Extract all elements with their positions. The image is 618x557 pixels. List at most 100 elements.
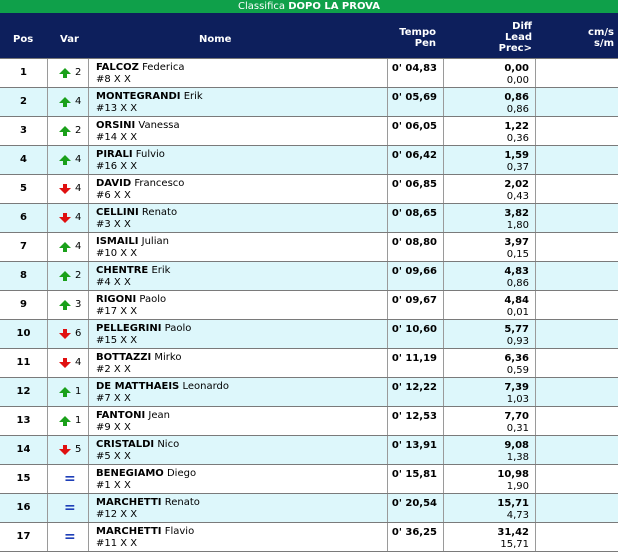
athlete-name: DAVID Francesco bbox=[96, 178, 184, 189]
time-cell: 0' 06,05 bbox=[388, 117, 444, 145]
time-value: 0' 09,66 bbox=[391, 266, 437, 277]
pos-cell: 4 bbox=[0, 146, 48, 174]
speed-cell bbox=[536, 407, 618, 435]
athlete-name: MARCHETTI Flavio bbox=[96, 526, 194, 537]
var-value: 6 bbox=[75, 328, 82, 339]
diff-lead: 1,59 bbox=[504, 150, 529, 161]
surname: DE MATTHAEIS bbox=[96, 381, 180, 392]
athlete-name: BOTTAZZI Mirko bbox=[96, 352, 181, 363]
diff-prev: 4,73 bbox=[506, 510, 529, 521]
diff-prev: 1,38 bbox=[506, 452, 529, 463]
arrow-up-icon bbox=[59, 126, 71, 136]
diff-prev: 0,86 bbox=[506, 104, 529, 115]
var-value: 1 bbox=[75, 415, 82, 426]
table-row: 8 2 CHENTRE Erik #4 X X 0' 09,66 4,83 0,86 bbox=[0, 262, 618, 291]
speed-cell bbox=[536, 233, 618, 261]
time-value: 0' 10,60 bbox=[391, 324, 437, 335]
var-cell: 1 bbox=[48, 378, 89, 406]
athlete-name: ISMAILI Julian bbox=[96, 236, 169, 247]
table-row: 16 = MARCHETTI Renato #12 X X 0' 20,54 15,71 4… bbox=[0, 494, 618, 523]
var-cell: 4 bbox=[48, 146, 89, 174]
time-value: 0' 08,80 bbox=[391, 237, 437, 248]
table-row: 15 = BENEGIAMO Diego #1 X X 0' 15,81 10,98 1,9… bbox=[0, 465, 618, 494]
firstname: Renato bbox=[141, 207, 178, 218]
time-cell: 0' 10,60 bbox=[388, 320, 444, 348]
pos-cell: 1 bbox=[0, 59, 48, 87]
var-value: 4 bbox=[75, 154, 82, 165]
name-cell: RIGONI Paolo #17 X X bbox=[89, 291, 388, 319]
bib-number: #17 X X bbox=[96, 306, 138, 317]
surname: ORSINI bbox=[96, 120, 136, 131]
surname: BENEGIAMO bbox=[96, 468, 164, 479]
header-tempo-line2: Pen bbox=[414, 38, 436, 49]
diff-cell: 2,02 0,43 bbox=[444, 175, 536, 203]
diff-cell: 5,77 0,93 bbox=[444, 320, 536, 348]
name-cell: FANTONI Jean #9 X X bbox=[89, 407, 388, 435]
athlete-name: DE MATTHAEIS Leonardo bbox=[96, 381, 229, 392]
surname: RIGONI bbox=[96, 294, 137, 305]
bib-number: #5 X X bbox=[96, 451, 131, 462]
name-cell: PELLEGRINI Paolo #15 X X bbox=[89, 320, 388, 348]
var-cell: 1 bbox=[48, 407, 89, 435]
time-value: 0' 05,69 bbox=[391, 92, 437, 103]
diff-cell: 0,86 0,86 bbox=[444, 88, 536, 116]
var-value: 3 bbox=[75, 299, 82, 310]
time-value: 0' 20,54 bbox=[391, 498, 437, 509]
var-cell: 2 bbox=[48, 262, 89, 290]
time-cell: 0' 36,25 bbox=[388, 523, 444, 551]
var-cell: = bbox=[48, 465, 89, 493]
arrow-down-icon bbox=[59, 358, 71, 368]
surname: PIRALI bbox=[96, 149, 133, 160]
speed-cell bbox=[536, 204, 618, 232]
title-prefix: Classifica bbox=[238, 1, 289, 12]
var-cell: 4 bbox=[48, 349, 89, 377]
var-cell: = bbox=[48, 523, 89, 551]
time-value: 0' 08,65 bbox=[391, 208, 437, 219]
table-header: Pos Var Nome Tempo Pen Diff Lead Prec> c… bbox=[0, 13, 618, 59]
var-cell: 4 bbox=[48, 204, 89, 232]
table-row: 3 2 ORSINI Vanessa #14 X X 0' 06,05 1,22 0,36 bbox=[0, 117, 618, 146]
time-cell: 0' 05,69 bbox=[388, 88, 444, 116]
athlete-name: MONTEGRANDI Erik bbox=[96, 91, 203, 102]
title-main: DOPO LA PROVA bbox=[288, 1, 380, 12]
diff-lead: 1,22 bbox=[504, 121, 529, 132]
arrow-up-icon bbox=[59, 155, 71, 165]
time-cell: 0' 08,80 bbox=[388, 233, 444, 261]
arrow-down-icon bbox=[59, 184, 71, 194]
table-row: 10 6 PELLEGRINI Paolo #15 X X 0' 10,60 5,77 0,… bbox=[0, 320, 618, 349]
diff-lead: 9,08 bbox=[504, 440, 529, 451]
bib-number: #9 X X bbox=[96, 422, 131, 433]
time-cell: 0' 15,81 bbox=[388, 465, 444, 493]
surname: MARCHETTI bbox=[96, 526, 162, 537]
bib-number: #8 X X bbox=[96, 74, 131, 85]
diff-lead: 31,42 bbox=[497, 527, 529, 538]
time-value: 0' 06,42 bbox=[391, 150, 437, 161]
pos-cell: 3 bbox=[0, 117, 48, 145]
name-cell: CELLINI Renato #3 X X bbox=[89, 204, 388, 232]
equal-icon: = bbox=[64, 500, 76, 516]
surname: CHENTRE bbox=[96, 265, 149, 276]
athlete-name: ORSINI Vanessa bbox=[96, 120, 180, 131]
firstname: Paolo bbox=[164, 323, 192, 334]
speed-cell bbox=[536, 523, 618, 551]
diff-cell: 31,42 15,71 bbox=[444, 523, 536, 551]
equal-icon: = bbox=[64, 529, 76, 545]
speed-cell bbox=[536, 146, 618, 174]
arrow-up-icon bbox=[59, 97, 71, 107]
arrow-down-icon bbox=[59, 445, 71, 455]
speed-cell bbox=[536, 320, 618, 348]
time-cell: 0' 12,22 bbox=[388, 378, 444, 406]
speed-cell bbox=[536, 262, 618, 290]
time-cell: 0' 09,67 bbox=[388, 291, 444, 319]
header-pos: Pos bbox=[13, 34, 34, 45]
firstname: Paolo bbox=[139, 294, 167, 305]
firstname: Fulvio bbox=[135, 149, 165, 160]
time-cell: 0' 08,65 bbox=[388, 204, 444, 232]
time-value: 0' 36,25 bbox=[391, 527, 437, 538]
name-cell: BENEGIAMO Diego #1 X X bbox=[89, 465, 388, 493]
time-cell: 0' 12,53 bbox=[388, 407, 444, 435]
pos-cell: 9 bbox=[0, 291, 48, 319]
time-value: 0' 06,05 bbox=[391, 121, 437, 132]
athlete-name: CRISTALDI Nico bbox=[96, 439, 179, 450]
pos-cell: 6 bbox=[0, 204, 48, 232]
